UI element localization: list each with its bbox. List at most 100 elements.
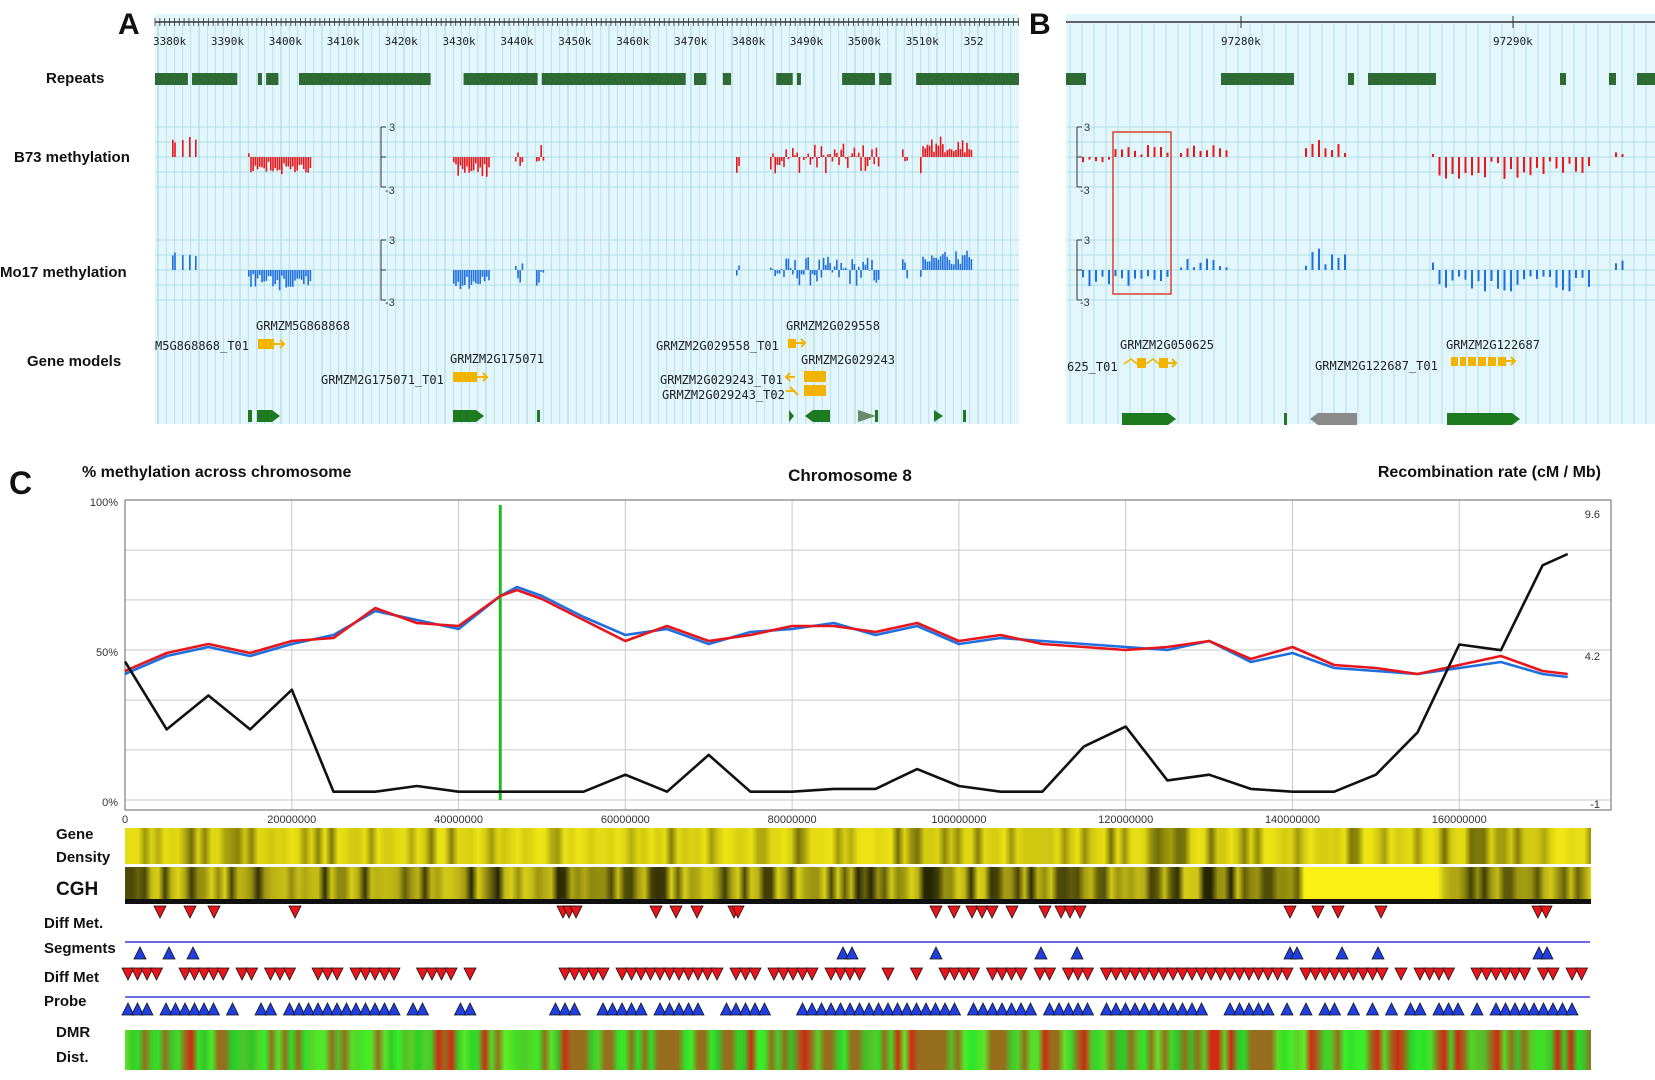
methylation-bar	[1337, 144, 1340, 157]
gene-block	[789, 410, 794, 422]
methylation-bar	[955, 149, 957, 157]
diff-met-marker	[1346, 967, 1361, 981]
probe-marker	[1023, 1002, 1038, 1016]
diff-met-marker	[1508, 967, 1522, 981]
diff-met-marker	[881, 967, 895, 981]
diff-met-marker	[1365, 967, 1380, 981]
methylation-bar	[1438, 270, 1441, 285]
methylation-bar	[970, 259, 973, 270]
methylation-bar	[833, 266, 836, 270]
methylation-bar	[811, 270, 814, 275]
diff-met-marker	[1283, 905, 1297, 919]
methylation-bar	[483, 157, 486, 165]
probe-marker	[938, 1002, 952, 1016]
methylation-bar	[902, 259, 904, 270]
diff-met-marker	[1311, 905, 1325, 919]
methylation-bar	[248, 270, 250, 277]
series-line-red	[124, 588, 1568, 676]
methylation-bar	[464, 270, 466, 286]
diff-met-marker	[1099, 967, 1114, 981]
probe-marker	[1147, 1002, 1161, 1016]
methylation-bar	[278, 270, 281, 291]
methylation-bar	[959, 149, 962, 157]
methylation-bar	[944, 252, 946, 270]
methylation-bar	[521, 157, 524, 163]
gene-name-grmzm2g029243: GRMZM2G029243	[801, 353, 895, 367]
methylation-bar	[877, 157, 880, 167]
gene-models-label: Gene models	[27, 353, 121, 370]
gene-block	[537, 410, 540, 422]
diff-met-marker	[1033, 967, 1047, 981]
gene-exon	[258, 339, 274, 349]
methylation-bar	[858, 152, 860, 157]
probe-marker	[311, 1002, 325, 1016]
diff-met-marker	[748, 967, 762, 981]
probe-marker	[1299, 1002, 1313, 1016]
methylation-bar	[488, 270, 490, 281]
methylation-bar	[818, 259, 820, 270]
gene-strand-arrow	[786, 386, 799, 396]
gene-exon	[1451, 357, 1458, 366]
probe-marker	[1099, 1002, 1114, 1016]
methylation-bar	[961, 140, 964, 157]
probe-marker	[966, 1002, 981, 1016]
methylation-bar	[778, 157, 781, 166]
methylation-bar	[285, 270, 287, 288]
probe-marker	[843, 1002, 857, 1016]
probe-marker	[1451, 1002, 1465, 1016]
methylation-bar	[1344, 152, 1346, 157]
probe-marker	[197, 1002, 211, 1016]
methylation-bar	[477, 270, 479, 285]
methylation-bar	[803, 157, 805, 161]
methylation-bar	[968, 257, 970, 270]
diff-met-marker	[1432, 967, 1446, 981]
tick-label: 3440k	[500, 35, 533, 48]
methylation-bar	[1464, 157, 1467, 174]
y-left-tick-label: 50%	[96, 647, 118, 659]
gene-block	[453, 410, 484, 422]
methylation-bar	[844, 157, 847, 159]
methylation-bar	[1140, 270, 1143, 279]
scale-top: 3	[389, 122, 395, 134]
methylation-bar	[292, 270, 294, 287]
methylation-bar	[453, 270, 455, 284]
methylation-bar	[928, 145, 931, 157]
diff-met-marker	[1422, 967, 1437, 981]
probe-marker	[1175, 1002, 1190, 1016]
diff-met-marker	[596, 967, 610, 981]
methylation-bar	[928, 261, 931, 270]
y-left-tick-labels: 100% 50% 0%	[90, 497, 118, 809]
probe-marker	[757, 1002, 772, 1016]
diff-met-marker	[776, 967, 791, 981]
methylation-bar	[1180, 267, 1182, 270]
diff-met-marker	[140, 967, 154, 981]
methylation-bar	[461, 157, 464, 170]
methylation-bar	[477, 157, 479, 172]
probe-marker	[985, 1002, 1000, 1016]
probe-marker	[890, 1002, 905, 1016]
diff-met-marker	[985, 905, 999, 919]
diff-met-marker	[320, 967, 335, 981]
scale-top: 3	[1084, 235, 1090, 247]
methylation-bar	[933, 151, 935, 157]
probe-marker	[681, 1002, 696, 1016]
methylation-bar	[265, 270, 268, 281]
methylation-bar	[1153, 147, 1156, 157]
diff-met-marker	[1004, 967, 1019, 981]
diff-met-marker	[130, 967, 145, 981]
methylation-bar	[864, 157, 867, 171]
methylation-bar	[875, 147, 878, 157]
tick-label: 3510k	[906, 35, 939, 48]
x-tick-label: 80000000	[768, 814, 817, 826]
diff-met-marker	[311, 967, 325, 981]
methylation-bar	[1127, 147, 1130, 157]
methylation-bar	[948, 259, 951, 270]
gene-block	[805, 410, 830, 422]
methylation-bar	[481, 270, 484, 277]
scale-top: 3	[389, 235, 395, 247]
methylation-bar	[475, 157, 477, 164]
probe-marker	[339, 1002, 354, 1016]
methylation-bar	[475, 270, 477, 284]
methylation-bar	[1568, 157, 1571, 164]
methylation-bar	[851, 259, 853, 270]
